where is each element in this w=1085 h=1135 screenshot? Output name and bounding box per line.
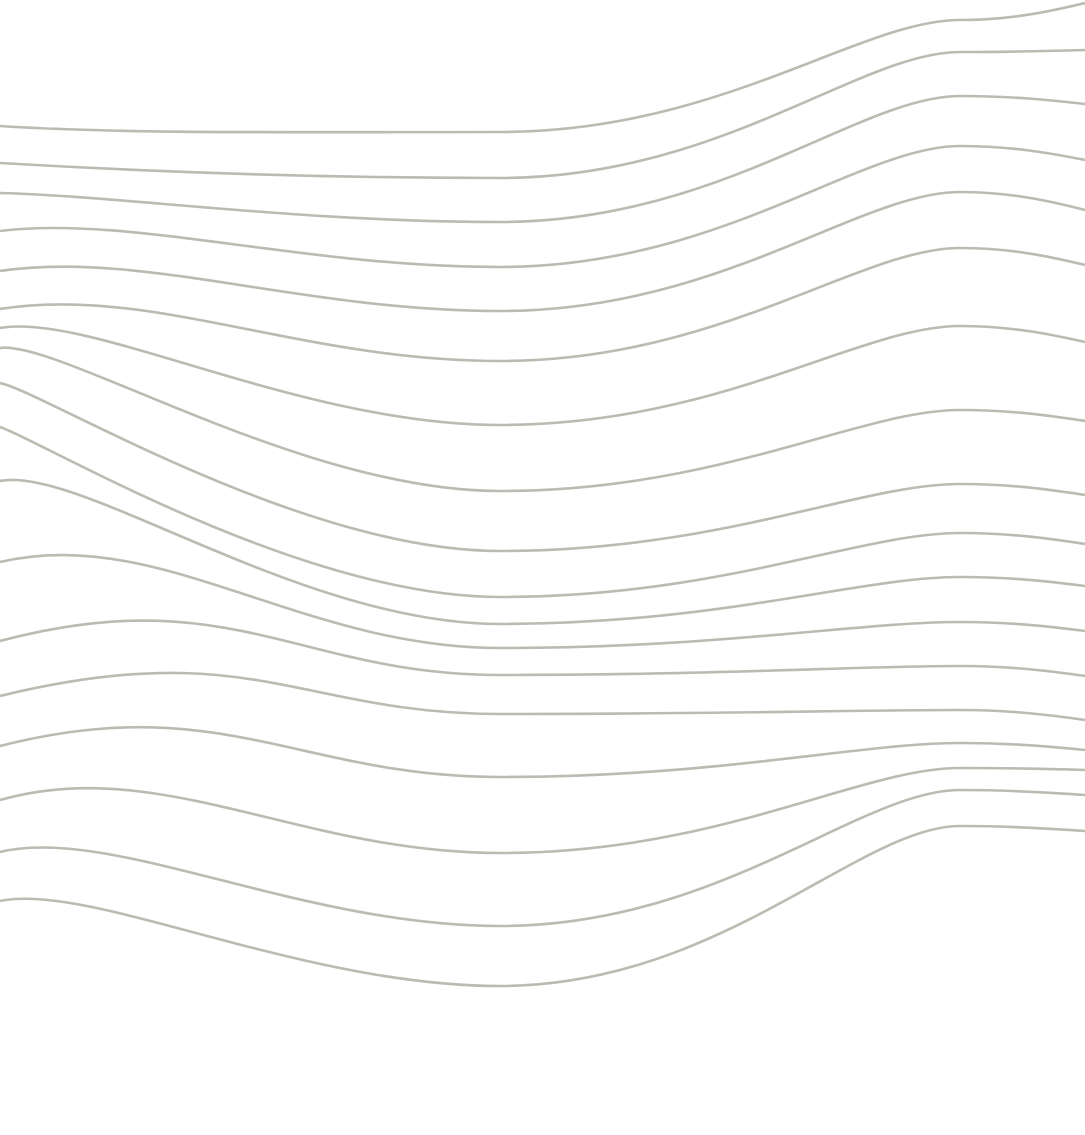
wave-line xyxy=(0,48,1085,180)
wave-line xyxy=(0,478,1085,626)
wave-line xyxy=(0,190,1085,313)
wave-line xyxy=(0,324,1085,427)
wave-line xyxy=(0,824,1085,988)
wave-line xyxy=(0,425,1085,599)
wave-line xyxy=(0,1,1085,134)
wave-line xyxy=(0,619,1085,678)
wave-line xyxy=(0,553,1085,650)
wave-line xyxy=(0,246,1085,363)
wave-line xyxy=(0,144,1085,269)
wave-line xyxy=(0,94,1085,224)
wave-line xyxy=(0,788,1085,928)
wave-line xyxy=(0,381,1085,553)
wave-line xyxy=(0,725,1085,779)
wave-line xyxy=(0,766,1085,855)
wave-line xyxy=(0,346,1085,493)
wave-line xyxy=(0,671,1085,722)
